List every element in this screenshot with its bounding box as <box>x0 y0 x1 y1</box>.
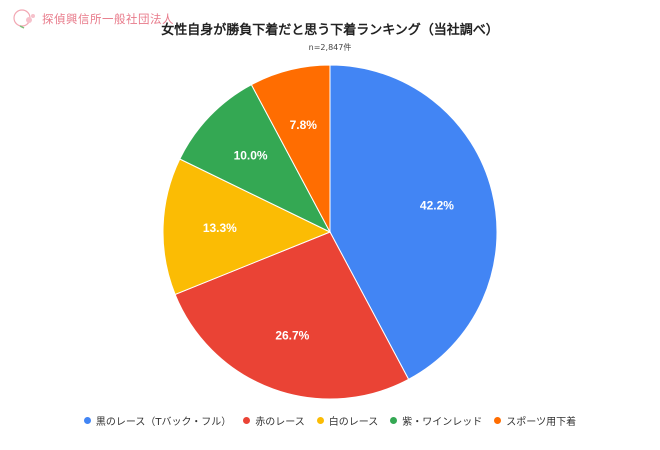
logo-text: 探偵興信所一般社団法人 <box>42 12 174 26</box>
legend-item: 赤のレース <box>243 413 305 428</box>
pie-slice <box>329 64 498 381</box>
legend-label: 白のレース <box>328 417 379 428</box>
slice-data-label: 42.2% <box>420 198 454 212</box>
slice-data-label: 13.3% <box>203 221 237 235</box>
legend-item: 黒のレース（Tバック・フル） <box>83 413 232 428</box>
pie-slice <box>250 64 331 233</box>
legend-item: 紫・ワインレッド <box>390 413 482 428</box>
legend-label: 赤のレース <box>255 417 305 428</box>
pie-slice <box>174 231 410 400</box>
legend-item: 白のレース <box>316 413 379 428</box>
legend-label: スポーツ用下着 <box>506 417 577 428</box>
pie-slice <box>162 158 332 296</box>
legend-item: スポーツ用下着 <box>494 413 576 428</box>
flower-logo-icon <box>13 9 35 29</box>
legend-label: 黒のレース（Tバック・フル） <box>95 417 232 428</box>
slice-data-label: 26.7% <box>275 329 309 343</box>
legend-label: 紫・ワインレッド <box>402 417 483 428</box>
chart-title: 女性自身が勝負下着だと思う下着ランキング（当社調べ） <box>161 23 499 38</box>
logo: 探偵興信所一般社団法人 <box>12 8 174 30</box>
pie-slice <box>179 83 332 234</box>
chart-subtitle: n=2,847件 <box>308 43 352 52</box>
legend-dot-icon <box>316 417 324 424</box>
legend-dot-icon <box>390 417 398 424</box>
slice-data-label: 7.8% <box>290 118 318 132</box>
legend-dot-icon <box>494 417 502 424</box>
slice-data-label: 10.0% <box>234 149 268 163</box>
legend: 黒のレース（Tバック・フル） 赤のレース 白のレース 紫・ワインレッド スポーツ用下着 <box>0 413 660 428</box>
legend-dot-icon <box>243 417 251 424</box>
legend-dot-icon <box>83 417 91 424</box>
